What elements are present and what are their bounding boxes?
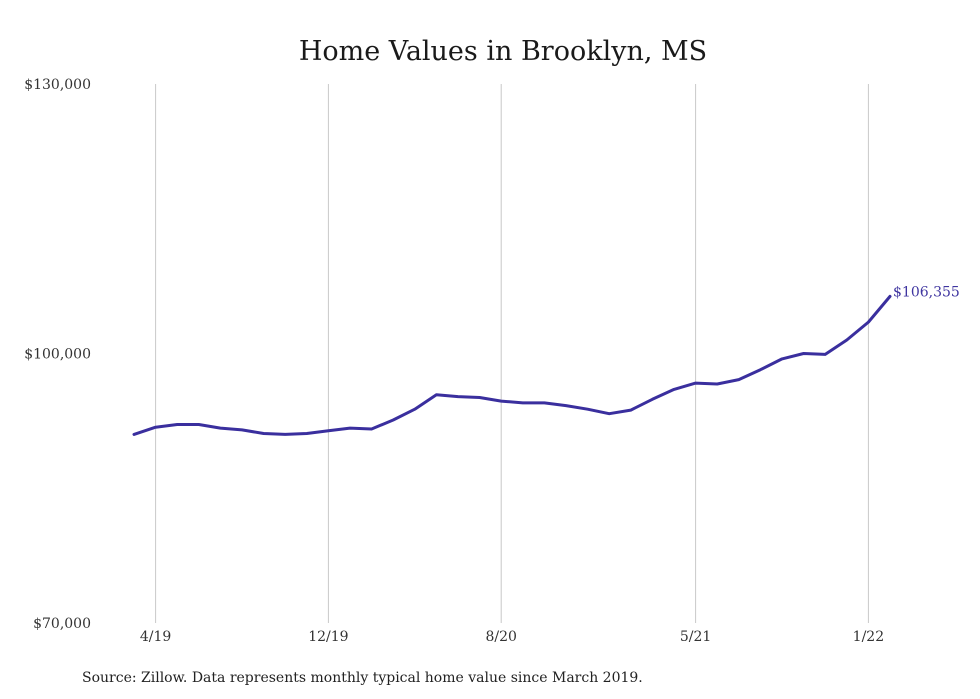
x-tick-label-0: 4/19 bbox=[140, 629, 171, 645]
y-tick-label-1: $100,000 bbox=[24, 347, 91, 363]
x-tick-label-3: 5/21 bbox=[680, 629, 711, 645]
chart-title: Home Values in Brooklyn, MS bbox=[299, 36, 707, 67]
source-note: Source: Zillow. Data represents monthly … bbox=[82, 670, 643, 686]
x-tick-label-2: 8/20 bbox=[485, 629, 516, 645]
gridlines bbox=[155, 84, 869, 623]
series-line-0 bbox=[132, 294, 892, 436]
y-axis: $130,000 $100,000 $70,000 bbox=[24, 77, 91, 632]
x-tick-label-1: 12/19 bbox=[308, 629, 348, 645]
end-value-label: $106,355 bbox=[893, 284, 960, 300]
series-layer bbox=[132, 294, 892, 436]
y-tick-label-2: $70,000 bbox=[33, 616, 91, 632]
x-tick-label-4: 1/22 bbox=[853, 629, 884, 645]
x-axis: 4/19 12/19 8/20 5/21 1/22 bbox=[140, 629, 884, 645]
y-tick-label-0: $130,000 bbox=[24, 77, 91, 93]
